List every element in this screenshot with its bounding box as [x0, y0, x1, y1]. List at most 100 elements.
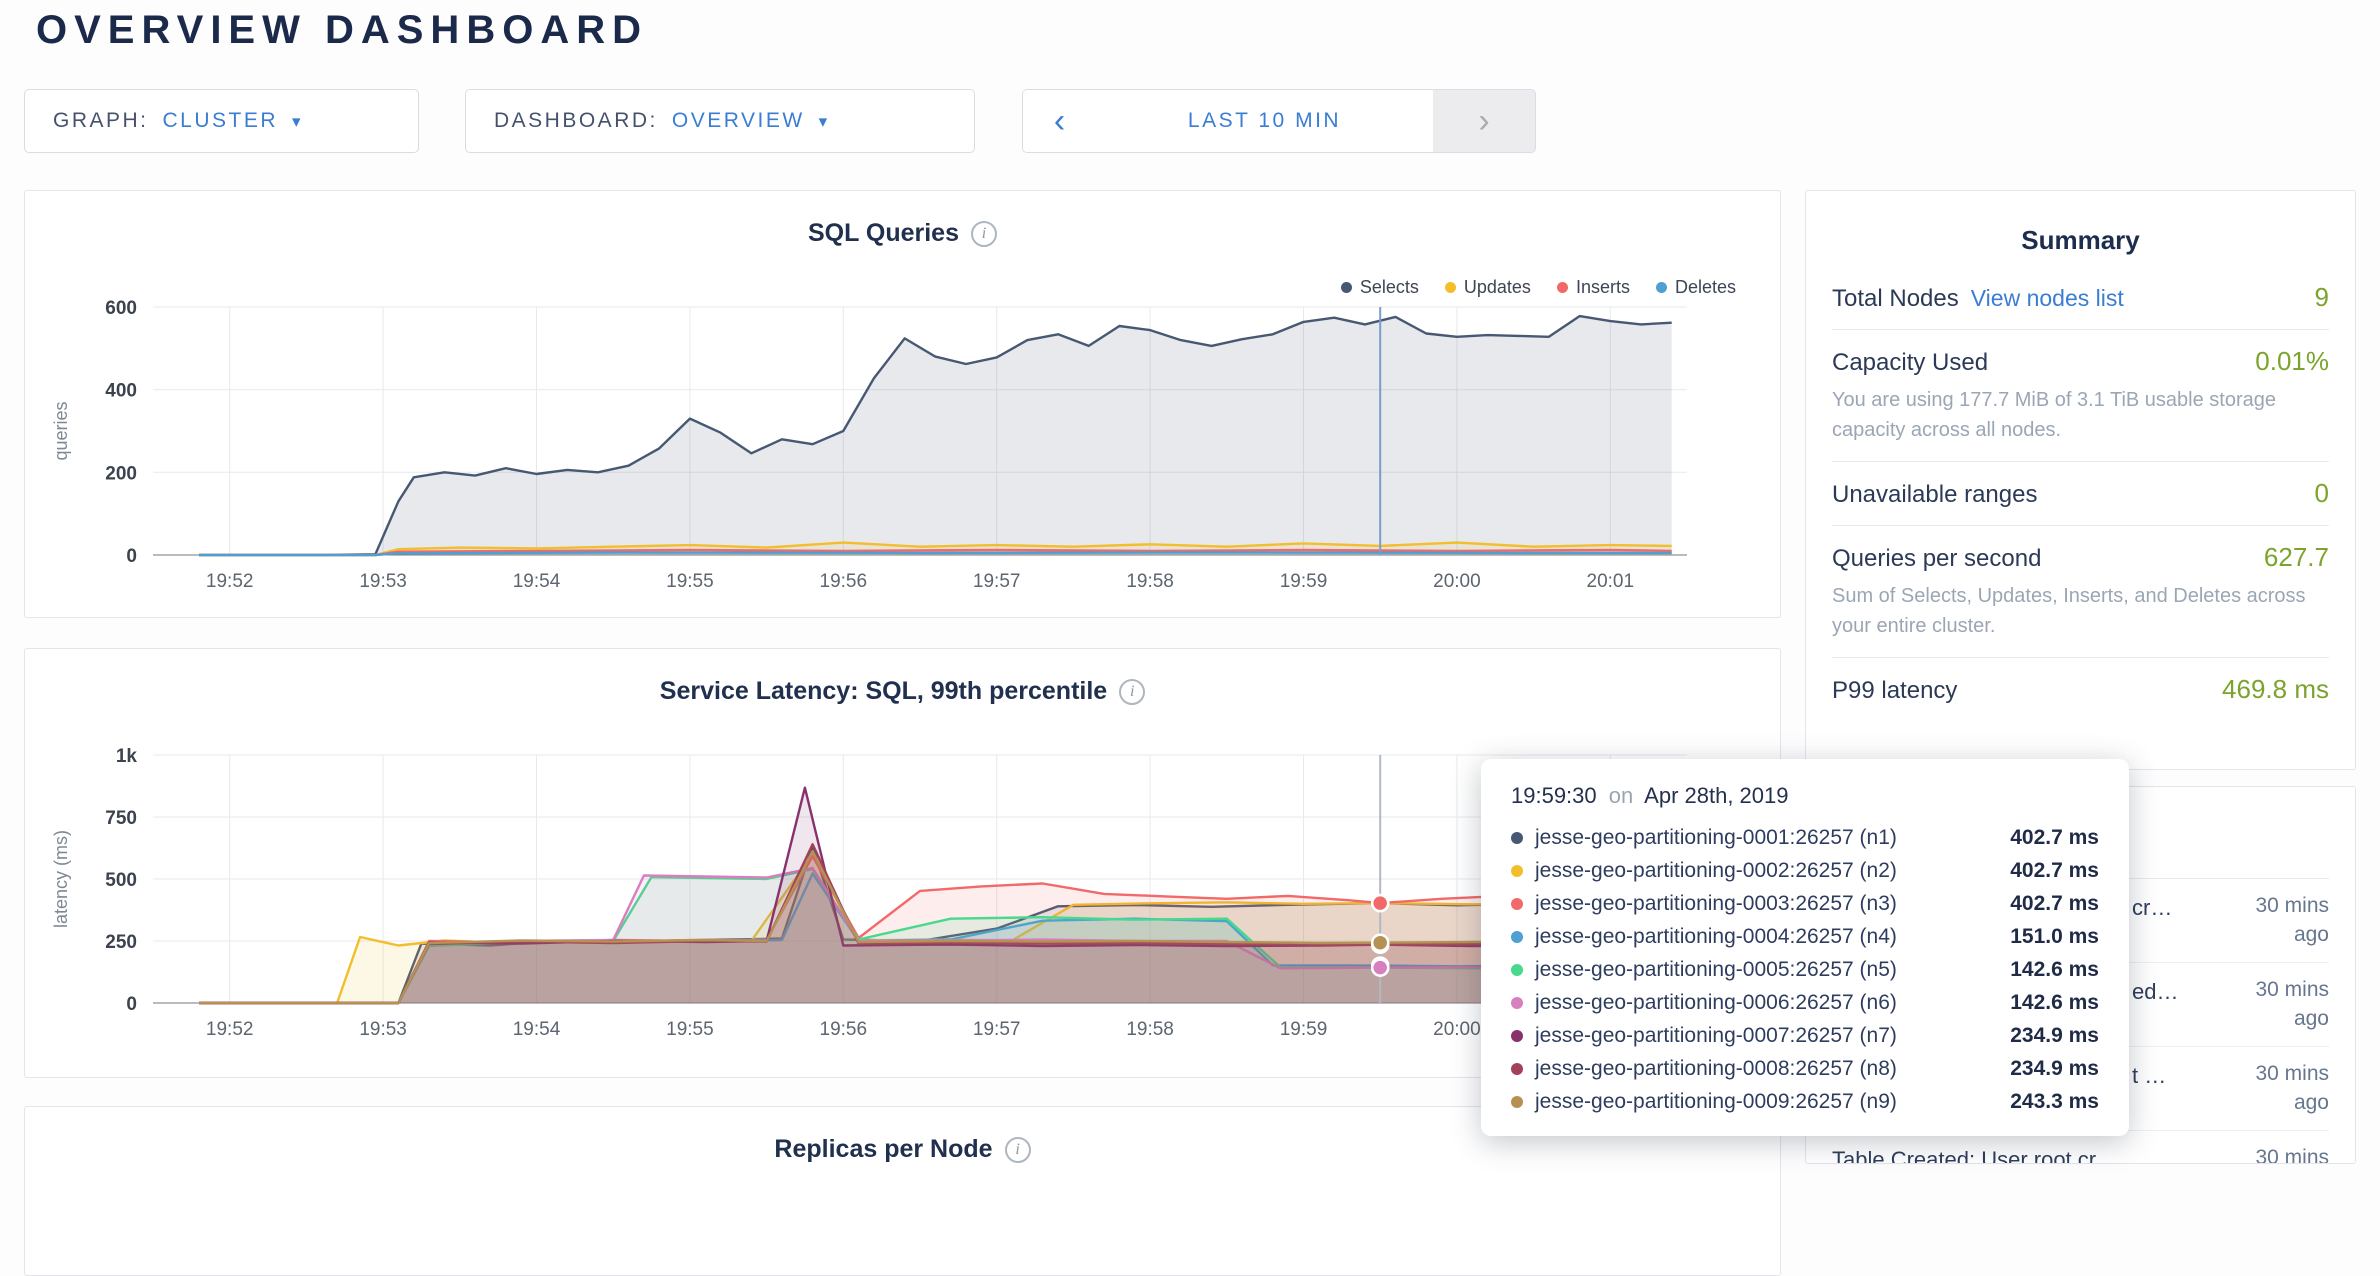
svg-text:19:55: 19:55 — [666, 571, 714, 592]
svg-text:19:53: 19:53 — [359, 571, 407, 592]
event-text: ed… — [2132, 979, 2179, 1004]
svg-text:0: 0 — [126, 546, 137, 567]
info-icon[interactable]: i — [1004, 1136, 1031, 1163]
tooltip-node-value: 234.9 ms — [2010, 1056, 2099, 1080]
svg-text:latency (ms): latency (ms) — [51, 830, 71, 928]
series-dot-icon — [1511, 963, 1523, 976]
time-window-label[interactable]: LAST 10 MIN — [1187, 109, 1342, 132]
summary-subtext: You are using 177.7 MiB of 3.1 TiB usabl… — [1832, 389, 2276, 441]
tooltip-series-row: jesse-geo-partitioning-0006:26257 (n6) 14… — [1511, 986, 2099, 1019]
svg-text:19:52: 19:52 — [206, 571, 254, 592]
svg-text:19:58: 19:58 — [1126, 571, 1174, 592]
service-latency-chart[interactable]: 19:52 19:53 19:54 19:55 19:56 19:57 19:58 19:59… — [25, 735, 1780, 1047]
svg-text:19:56: 19:56 — [820, 1019, 868, 1040]
graph-dropdown[interactable]: GRAPH: CLUSTER ▾ — [24, 89, 419, 153]
svg-text:19:53: 19:53 — [359, 1019, 407, 1040]
event-row: Table Created: User root cr… 30 mins ago — [1832, 1131, 2329, 1164]
sql-queries-chart[interactable]: 19:52 19:53 19:54 19:55 19:56 19:57 19:58 19:59… — [25, 287, 1780, 599]
tooltip-node-name: jesse-geo-partitioning-0004:26257 (n4) — [1535, 924, 1897, 948]
summary-label: Total Nodes — [1832, 285, 1959, 312]
svg-text:queries: queries — [51, 401, 71, 460]
svg-text:200: 200 — [105, 463, 137, 484]
tooltip-node-value: 402.7 ms — [2010, 891, 2099, 915]
graph-dropdown-label: GRAPH: — [53, 109, 149, 132]
series-dot-icon — [1511, 831, 1523, 844]
chart-title-replicas-per-node: Replicas per Node — [774, 1135, 993, 1163]
legend-label: Inserts — [1575, 277, 1630, 297]
tooltip-node-name: jesse-geo-partitioning-0002:26257 (n2) — [1535, 858, 1897, 882]
summary-row: P99 latency 469.8 ms — [1832, 658, 2329, 721]
summary-panel: Summary Total Nodes View nodes list 9 Capac… — [1805, 190, 2356, 770]
tooltip-node-value: 402.7 ms — [2010, 858, 2099, 882]
dashboard-dropdown[interactable]: DASHBOARD: OVERVIEW ▾ — [465, 89, 975, 153]
event-time: 30 mins ago — [2255, 1062, 2329, 1115]
event-time: 30 mins ago — [2255, 978, 2329, 1031]
svg-text:500: 500 — [105, 870, 137, 891]
summary-title: Summary — [2021, 225, 2140, 255]
chevron-left-icon: ‹ — [1053, 102, 1066, 140]
svg-text:20:01: 20:01 — [1587, 571, 1635, 592]
svg-text:19:54: 19:54 — [513, 1019, 561, 1040]
svg-text:600: 600 — [105, 298, 137, 319]
series-dot-icon — [1511, 1095, 1523, 1108]
summary-row: Unavailable ranges 0 — [1832, 462, 2329, 526]
tooltip-series-row: jesse-geo-partitioning-0003:26257 (n3) 40… — [1511, 887, 2099, 920]
summary-label: Unavailable ranges — [1832, 481, 2038, 508]
legend-label: Selects — [1359, 277, 1419, 297]
tooltip-node-name: jesse-geo-partitioning-0008:26257 (n8) — [1535, 1056, 1897, 1080]
event-text: cr… — [2132, 895, 2173, 920]
svg-text:19:59: 19:59 — [1280, 1019, 1328, 1040]
legend-label: Updates — [1463, 277, 1531, 297]
svg-text:19:59: 19:59 — [1280, 571, 1328, 592]
summary-value: 469.8 ms — [2222, 674, 2329, 704]
svg-text:1k: 1k — [116, 746, 138, 767]
time-window-next-button[interactable]: › — [1433, 90, 1535, 152]
summary-label: Capacity Used — [1832, 349, 1989, 376]
event-text: Table Created: User root cr… — [1832, 1147, 2119, 1164]
tooltip-node-name: jesse-geo-partitioning-0009:26257 (n9) — [1535, 1089, 1897, 1113]
tooltip-time: 19:59:30 — [1511, 783, 1597, 808]
tooltip-node-name: jesse-geo-partitioning-0003:26257 (n3) — [1535, 891, 1897, 915]
series-dot-icon — [1511, 996, 1523, 1009]
chart-title-service-latency: Service Latency: SQL, 99th percentile — [659, 677, 1108, 705]
time-window-prev-button[interactable]: ‹ — [1023, 90, 1096, 152]
info-icon[interactable]: i — [971, 220, 997, 247]
svg-text:400: 400 — [105, 381, 137, 402]
graph-dropdown-value: CLUSTER — [162, 109, 279, 132]
tooltip-series-row: jesse-geo-partitioning-0009:26257 (n9) 24… — [1511, 1085, 2099, 1118]
page-title: OVERVIEW DASHBOARD — [36, 8, 648, 52]
legend-item-selects[interactable]: Selects — [1340, 277, 1419, 298]
info-icon[interactable]: i — [1119, 678, 1146, 705]
view-nodes-list-link[interactable]: View nodes list — [1970, 285, 2124, 311]
summary-value: 627.7 — [2263, 542, 2329, 572]
time-window-selector: ‹ LAST 10 MIN › — [1022, 89, 1536, 153]
event-time: 30 mins ago — [2255, 894, 2329, 947]
chevron-down-icon: ▾ — [292, 112, 304, 131]
legend-dot-icon — [1444, 282, 1456, 293]
tooltip-node-name: jesse-geo-partitioning-0001:26257 (n1) — [1535, 825, 1897, 849]
legend-item-updates[interactable]: Updates — [1444, 277, 1531, 298]
tooltip-node-value: 234.9 ms — [2010, 1023, 2099, 1047]
svg-text:19:57: 19:57 — [973, 571, 1021, 592]
series-dot-icon — [1511, 897, 1523, 910]
summary-subtext: Sum of Selects, Updates, Inserts, and De… — [1832, 585, 2306, 637]
svg-text:250: 250 — [105, 932, 137, 953]
svg-text:19:52: 19:52 — [206, 1019, 254, 1040]
legend-item-inserts[interactable]: Inserts — [1556, 277, 1630, 298]
series-dot-icon — [1511, 1029, 1523, 1042]
summary-value: 9 — [2314, 282, 2329, 312]
legend-dot-icon — [1340, 282, 1352, 293]
tooltip-series-row: jesse-geo-partitioning-0007:26257 (n7) 23… — [1511, 1019, 2099, 1052]
legend-dot-icon — [1655, 282, 1667, 293]
chevron-down-icon: ▾ — [818, 112, 830, 131]
tooltip-node-name: jesse-geo-partitioning-0005:26257 (n5) — [1535, 957, 1897, 981]
tooltip-preposition: on — [1608, 783, 1634, 808]
summary-label: P99 latency — [1832, 677, 1958, 704]
tooltip-node-value: 142.6 ms — [2010, 990, 2099, 1014]
svg-text:0: 0 — [126, 994, 137, 1015]
tooltip-series-row: jesse-geo-partitioning-0002:26257 (n2) 40… — [1511, 854, 2099, 887]
svg-text:19:58: 19:58 — [1126, 1019, 1174, 1040]
tooltip-series-row: jesse-geo-partitioning-0008:26257 (n8) 23… — [1511, 1052, 2099, 1085]
tooltip-series-row: jesse-geo-partitioning-0005:26257 (n5) 14… — [1511, 953, 2099, 986]
legend-item-deletes[interactable]: Deletes — [1655, 277, 1736, 298]
